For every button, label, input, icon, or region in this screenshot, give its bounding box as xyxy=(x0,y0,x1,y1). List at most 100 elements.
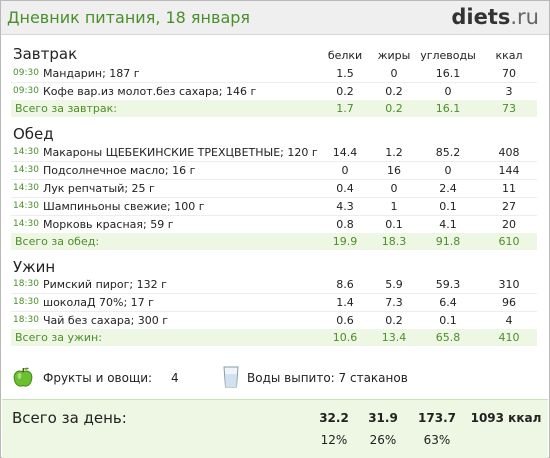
meal-row[interactable]: 14:30 Шампиньоны свежие; 100 г 4.3 1 0.1… xyxy=(11,198,537,216)
meal-row[interactable]: 09:30 Мандарин; 187 г 1.5 0 16.1 70 xyxy=(11,65,537,83)
meal-row[interactable]: 14:30 Лук репчатый; 25 г 0.4 0 2.4 11 xyxy=(11,180,537,198)
meal-row[interactable]: 18:30 Римский пирог; 132 г 8.6 5.9 59.3 … xyxy=(11,276,537,294)
logo-suffix: .ru xyxy=(510,5,539,29)
total-kcal: 73 xyxy=(502,102,516,115)
meal-time: 18:30 xyxy=(13,279,39,289)
meal-name: Римский пирог; 132 г xyxy=(43,278,167,291)
meal-kcal: 4 xyxy=(505,314,513,327)
total-kcal: 610 xyxy=(498,235,520,248)
total-protein: 10.6 xyxy=(332,331,358,344)
day-total-fat: 31.9 xyxy=(368,411,398,425)
logo-main: diets xyxy=(451,5,511,29)
column-header-protein: белки xyxy=(327,49,363,62)
meal-kcal: 144 xyxy=(498,164,520,177)
fruits-label: Фрукты и овощи: xyxy=(43,371,153,385)
total-kcal: 410 xyxy=(498,331,520,344)
meal-fat: 0.1 xyxy=(385,218,403,231)
meal-protein: 4.3 xyxy=(336,200,354,213)
total-carbs: 65.8 xyxy=(435,331,461,344)
meal-row[interactable]: 14:30 Подсолнечное масло; 16 г 0 16 0 14… xyxy=(11,162,537,180)
meal-time: 14:30 xyxy=(13,147,39,157)
meal-time: 09:30 xyxy=(13,68,39,78)
meal-name: Макароны ЩЕБЕКИНСКИЕ ТРЕХЦВЕТНЫЕ; 120 г xyxy=(43,146,318,159)
meal-name: Мандарин; 187 г xyxy=(43,67,140,80)
meal-protein: 14.4 xyxy=(332,146,358,159)
meal-carbs: 85.2 xyxy=(435,146,461,159)
section-total-row: Всего за завтрак: 1.7 0.2 16.1 73 xyxy=(11,100,537,117)
meal-fat: 1 xyxy=(390,200,398,213)
water-label: Воды выпито: 7 стаканов xyxy=(247,371,408,385)
fruits-value: 4 xyxy=(171,371,179,385)
meal-carbs: 0.1 xyxy=(439,314,457,327)
day-total-label: Всего за день: xyxy=(12,409,127,427)
total-carbs: 91.8 xyxy=(435,235,461,248)
header-bar: Дневник питания, 18 января diets.ru xyxy=(1,1,549,35)
meal-fat: 5.9 xyxy=(385,278,403,291)
section-total-row: Всего за обед: 19.9 18.3 91.8 610 xyxy=(11,233,537,250)
meal-fat: 16 xyxy=(387,164,401,177)
daily-extras: Фрукты и овощи: 4 Воды выпито: 7 стакано… xyxy=(11,366,537,390)
meal-name: Лук репчатый; 25 г xyxy=(43,182,155,195)
meal-protein: 0.4 xyxy=(336,182,354,195)
meal-row[interactable]: 14:30 Морковь красная; 59 г 0.8 0.1 4.1 … xyxy=(11,216,537,234)
section-title-breakfast: Завтрак xyxy=(13,45,78,63)
column-header-carbs: углеводы xyxy=(420,49,476,62)
total-label: Всего за завтрак: xyxy=(15,102,118,115)
meal-name: Подсолнечное масло; 16 г xyxy=(43,164,196,177)
meal-fat: 0.2 xyxy=(385,85,403,98)
total-carbs: 16.1 xyxy=(435,102,461,115)
meal-name: Кофе вар.из молот.без сахара; 146 г xyxy=(43,85,257,98)
day-total-kcal: 1093 ккал xyxy=(470,411,542,425)
total-fat: 0.2 xyxy=(385,102,403,115)
meal-protein: 1.4 xyxy=(336,296,354,309)
meal-fat: 1.2 xyxy=(385,146,403,159)
day-total-protein: 32.2 xyxy=(319,411,349,425)
section-total-row: Всего за ужин: 10.6 13.4 65.8 410 xyxy=(11,329,537,346)
meal-carbs: 4.1 xyxy=(439,218,457,231)
meal-name: Чай без сахара; 300 г xyxy=(43,314,169,327)
meal-carbs: 0.1 xyxy=(439,200,457,213)
meal-fat: 7.3 xyxy=(385,296,403,309)
meal-protein: 0.6 xyxy=(336,314,354,327)
meal-fat: 0 xyxy=(390,182,398,195)
page-title: Дневник питания, 18 января xyxy=(7,8,251,27)
site-logo[interactable]: diets.ru xyxy=(451,5,539,29)
meal-name: Морковь красная; 59 г xyxy=(43,218,174,231)
meal-carbs: 0 xyxy=(444,164,452,177)
meal-carbs: 16.1 xyxy=(435,67,461,80)
total-label: Всего за обед: xyxy=(15,235,100,248)
meal-row[interactable]: 14:30 Макароны ЩЕБЕКИНСКИЕ ТРЕХЦВЕТНЫЕ; … xyxy=(11,144,537,162)
meal-kcal: 70 xyxy=(502,67,516,80)
meal-name: Шампиньоны свежие; 100 г xyxy=(43,200,205,213)
total-label: Всего за ужин: xyxy=(15,331,102,344)
day-protein-percent: 12% xyxy=(320,433,348,447)
meal-kcal: 11 xyxy=(502,182,516,195)
apple-icon xyxy=(13,367,33,387)
total-fat: 18.3 xyxy=(381,235,407,248)
meal-time: 09:30 xyxy=(13,86,39,96)
meal-carbs: 6.4 xyxy=(439,296,457,309)
meal-protein: 0.2 xyxy=(336,85,354,98)
meal-time: 14:30 xyxy=(13,219,39,229)
meal-row[interactable]: 18:30 Чай без сахара; 300 г 0.6 0.2 0.1 … xyxy=(11,312,537,330)
meal-protein: 0.8 xyxy=(336,218,354,231)
meal-protein: 8.6 xyxy=(336,278,354,291)
total-protein: 19.9 xyxy=(332,235,358,248)
meal-time: 14:30 xyxy=(13,201,39,211)
meal-time: 14:30 xyxy=(13,165,39,175)
section-title-lunch: Обед xyxy=(13,125,54,143)
total-protein: 1.7 xyxy=(336,102,354,115)
meal-row[interactable]: 09:30 Кофе вар.из молот.без сахара; 146 … xyxy=(11,83,537,101)
column-header-kcal: ккал xyxy=(495,49,523,62)
column-header-fat: жиры xyxy=(377,49,411,62)
day-carbs-percent: 63% xyxy=(423,433,451,447)
meal-fat: 0.2 xyxy=(385,314,403,327)
meal-time: 14:30 xyxy=(13,183,39,193)
meal-protein: 1.5 xyxy=(336,67,354,80)
day-fat-percent: 26% xyxy=(369,433,397,447)
water-glass-icon xyxy=(223,366,239,388)
meal-kcal: 96 xyxy=(502,296,516,309)
meal-row[interactable]: 18:30 шоколаД 70%; 17 г 1.4 7.3 6.4 96 xyxy=(11,294,537,312)
meal-protein: 0 xyxy=(341,164,349,177)
